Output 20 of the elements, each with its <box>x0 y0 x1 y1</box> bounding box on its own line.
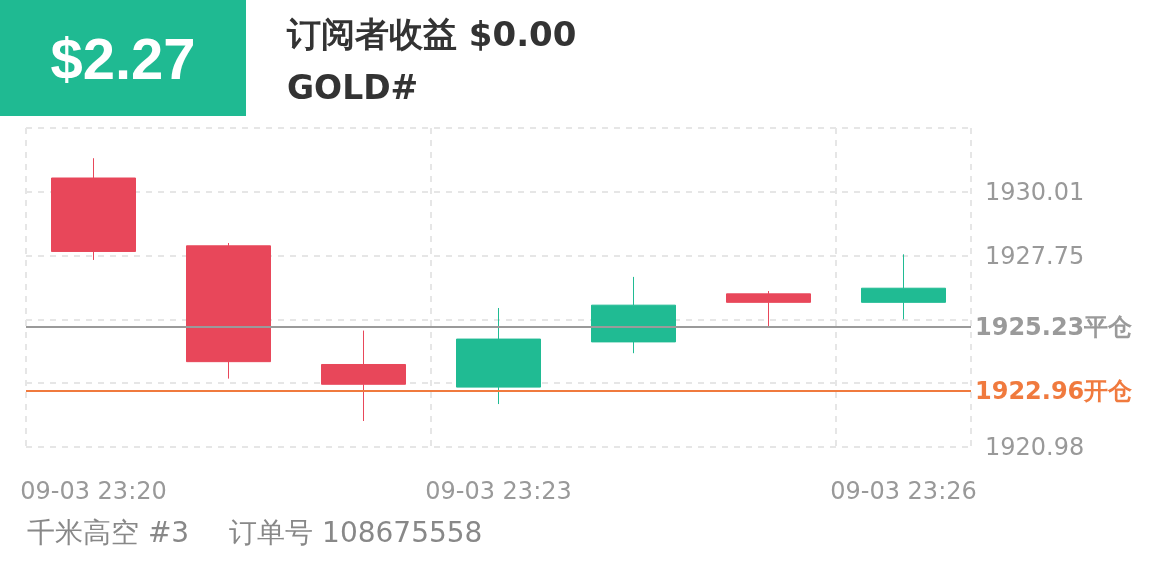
text: 订单号 108675558 <box>229 515 483 551</box>
candlestick <box>726 290 811 329</box>
candlestick <box>321 330 406 422</box>
candlestick <box>591 276 676 354</box>
y-tick-label: 1930.01 <box>985 177 1085 206</box>
x-tick-label: 09-03 23:26 <box>830 477 977 505</box>
text: $2.27 <box>0 0 246 116</box>
chart-title: 订阅者收益 $0.00 <box>287 13 577 56</box>
candlestick <box>51 157 136 261</box>
candlestick <box>186 242 271 380</box>
ref-line-label: 1922.96开仓 <box>975 377 1134 406</box>
x-tick-label: 09-03 23:23 <box>425 477 572 505</box>
x-tick-label: 09-03 23:20 <box>20 477 167 505</box>
candlestick <box>456 307 541 405</box>
ref-line-label: 1925.23平仓 <box>975 312 1134 341</box>
y-tick-label: 1920.98 <box>985 433 1085 461</box>
y-tick-label: 1927.75 <box>985 241 1085 270</box>
candlestick <box>861 253 946 320</box>
chart-subtitle: GOLD# <box>287 68 419 107</box>
text: 千米高空 #3 <box>27 515 190 551</box>
